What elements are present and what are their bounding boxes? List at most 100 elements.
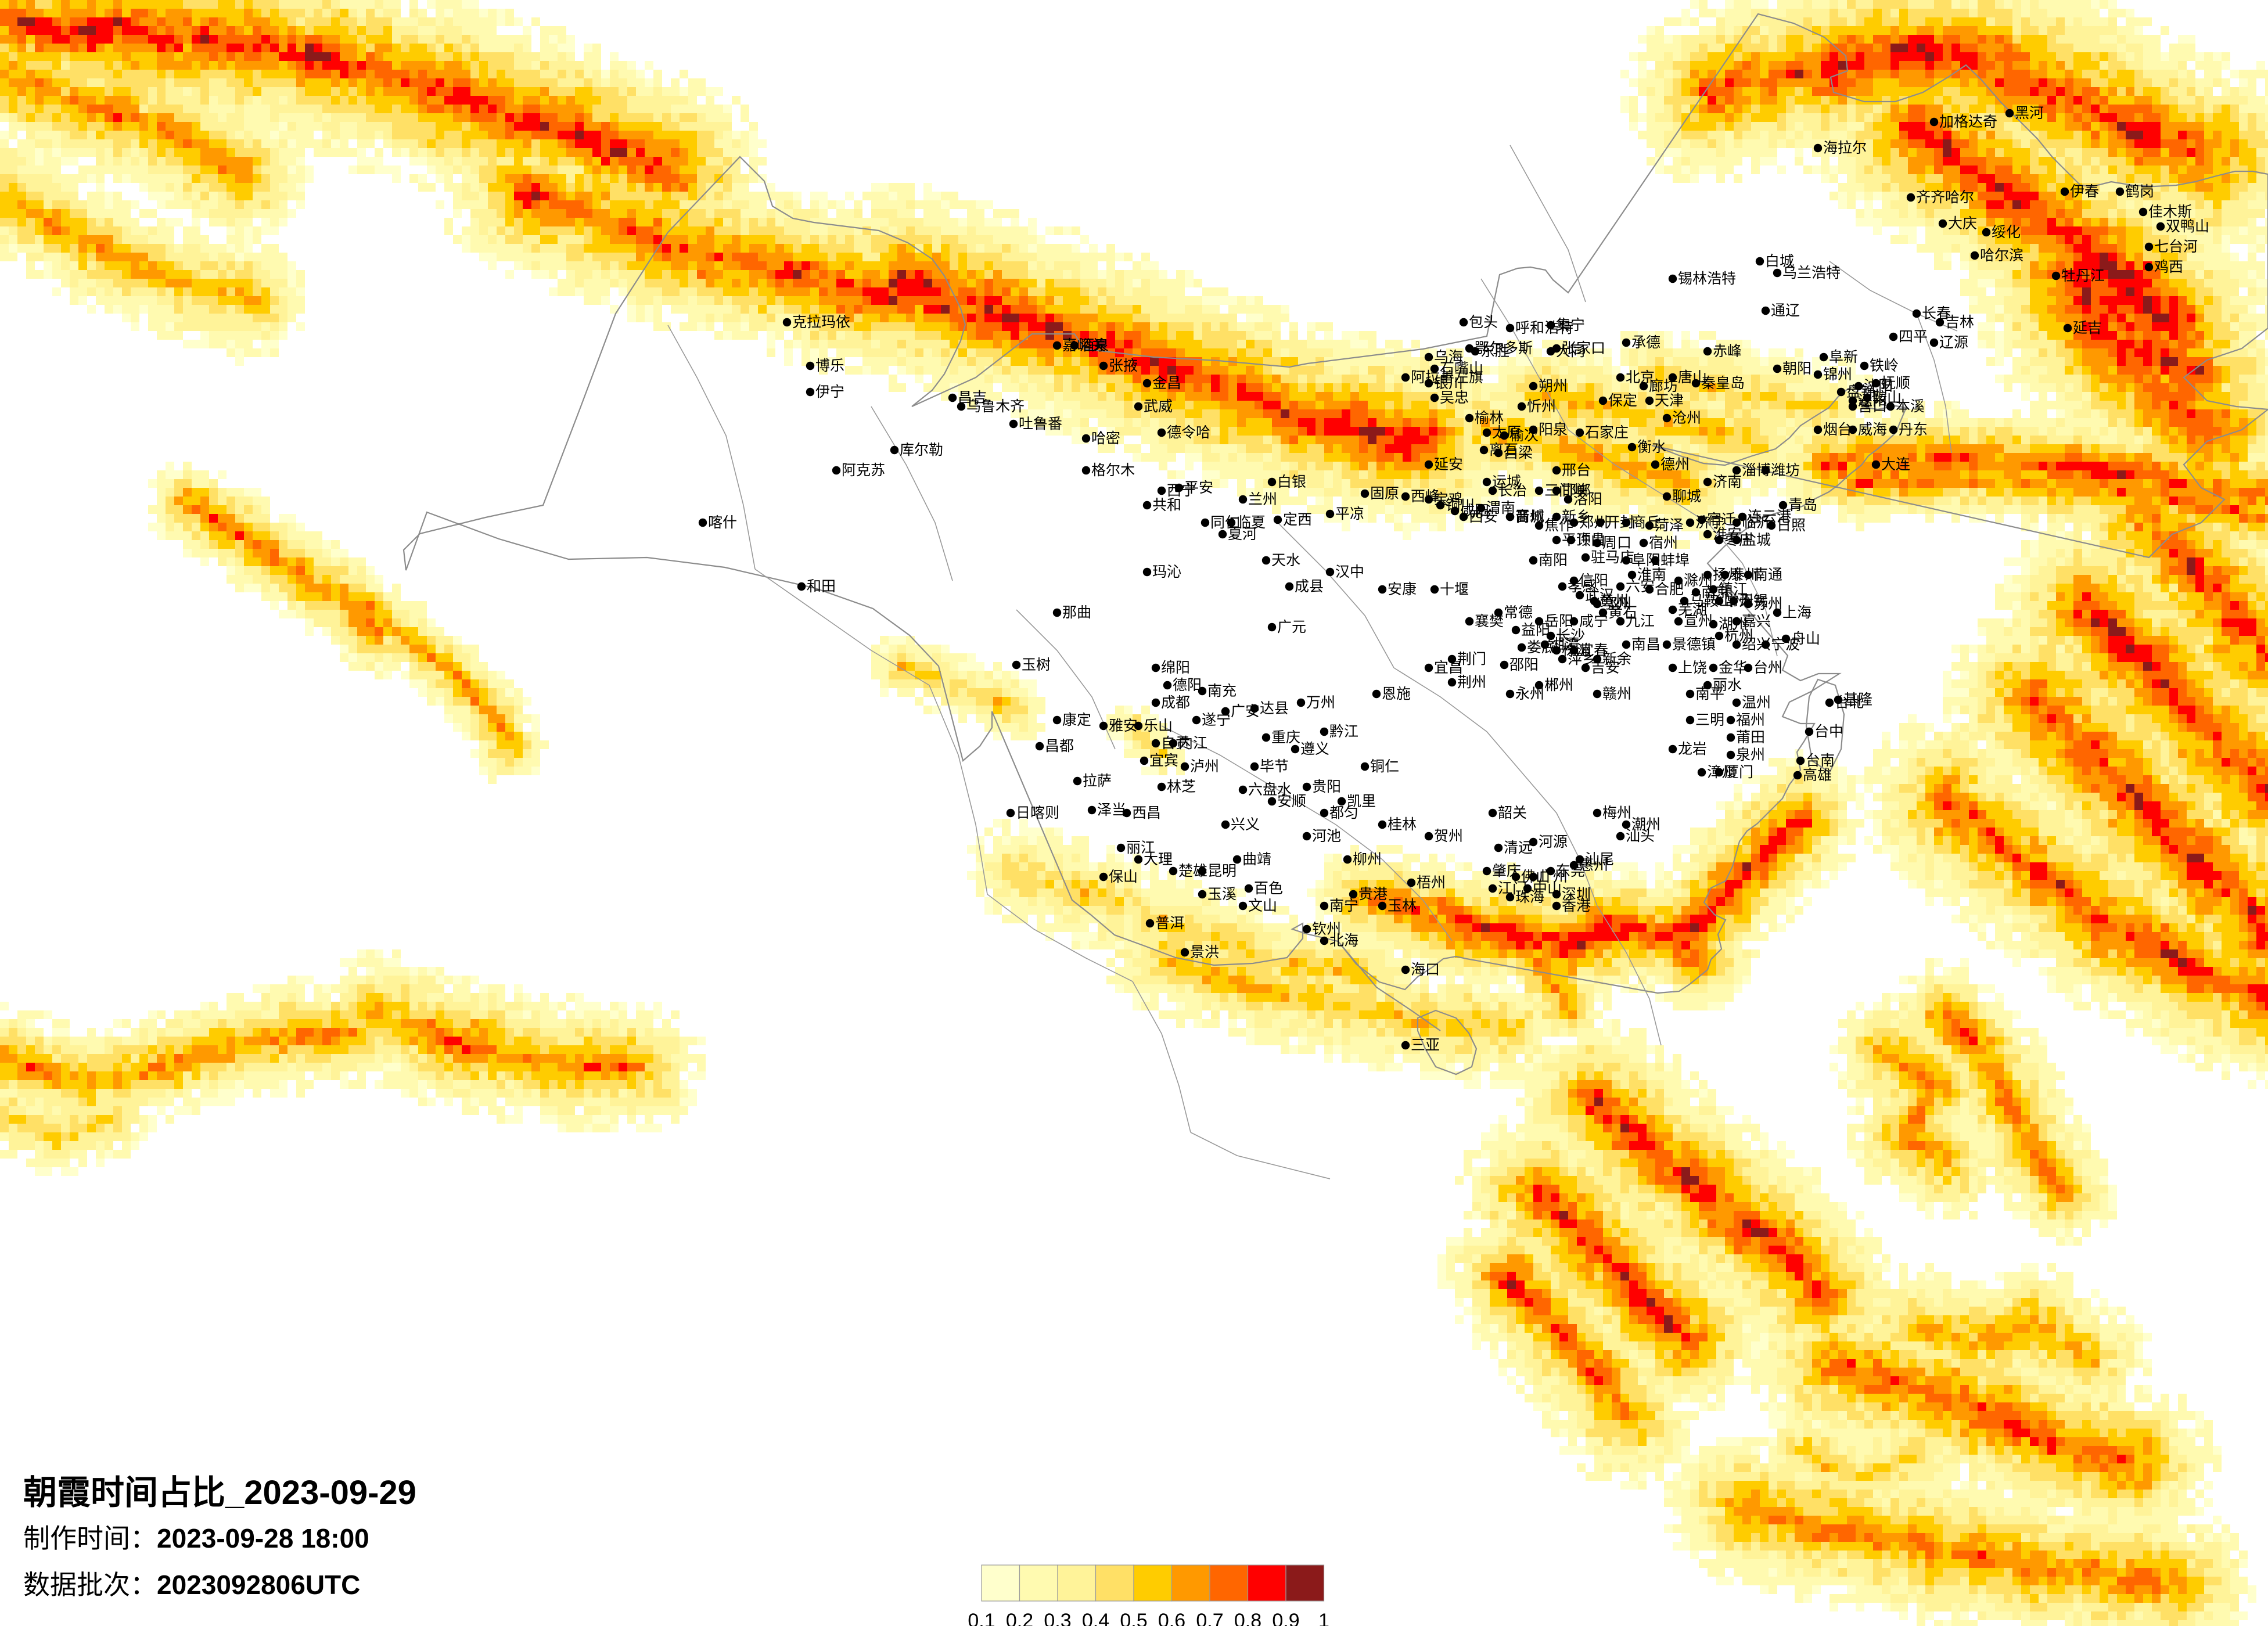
svg-text:毕节: 毕节 bbox=[1260, 758, 1289, 775]
svg-text:广安: 广安 bbox=[1231, 703, 1260, 720]
svg-text:朔州: 朔州 bbox=[1539, 378, 1568, 394]
svg-text:黔江: 黔江 bbox=[1329, 724, 1358, 740]
svg-text:达县: 达县 bbox=[1260, 700, 1289, 717]
svg-text:昌都: 昌都 bbox=[1045, 738, 1074, 754]
svg-text:宣州: 宣州 bbox=[1684, 613, 1713, 629]
svg-text:延安: 延安 bbox=[1434, 456, 1463, 473]
svg-text:文山: 文山 bbox=[1248, 898, 1277, 914]
svg-text:康定: 康定 bbox=[1062, 712, 1091, 728]
svg-text:白城: 白城 bbox=[1765, 253, 1794, 269]
svg-text:忻州: 忻州 bbox=[1527, 398, 1556, 415]
svg-text:柳州: 柳州 bbox=[1353, 851, 1382, 868]
svg-text:河源: 河源 bbox=[1539, 834, 1568, 850]
svg-text:0.6: 0.6 bbox=[1158, 1610, 1185, 1626]
svg-text:丽江: 丽江 bbox=[1126, 840, 1155, 856]
svg-text:萍乡: 萍乡 bbox=[1568, 651, 1597, 667]
svg-text:鹤岗: 鹤岗 bbox=[2125, 184, 2154, 200]
svg-text:哈密: 哈密 bbox=[1091, 430, 1120, 447]
svg-text:0.3: 0.3 bbox=[1044, 1610, 1071, 1626]
svg-text:南平: 南平 bbox=[1695, 686, 1724, 702]
svg-text:保山: 保山 bbox=[1109, 869, 1138, 885]
svg-text:景洪: 景洪 bbox=[1190, 944, 1219, 961]
svg-text:台州: 台州 bbox=[1753, 660, 1782, 676]
svg-text:邢台: 邢台 bbox=[1562, 462, 1591, 479]
svg-text:梧州: 梧州 bbox=[1417, 875, 1446, 891]
svg-text:吐鲁番: 吐鲁番 bbox=[1019, 416, 1062, 432]
svg-text:孝感: 孝感 bbox=[1568, 578, 1597, 595]
svg-text:宿州: 宿州 bbox=[1649, 535, 1678, 551]
svg-text:漳州: 漳州 bbox=[1707, 764, 1736, 780]
svg-text:锦州: 锦州 bbox=[1823, 366, 1852, 383]
svg-text:中山: 中山 bbox=[1533, 880, 1562, 897]
svg-text:武威: 武威 bbox=[1144, 398, 1173, 415]
svg-text:曲靖: 曲靖 bbox=[1242, 851, 1271, 868]
svg-text:延吉: 延吉 bbox=[2073, 320, 2102, 336]
svg-text:阜新: 阜新 bbox=[1829, 349, 1858, 365]
svg-text:那曲: 那曲 bbox=[1062, 605, 1091, 621]
svg-text:六盘水: 六盘水 bbox=[1248, 782, 1292, 798]
svg-text:阳泉: 阳泉 bbox=[1539, 422, 1568, 438]
svg-text:德州: 德州 bbox=[1660, 456, 1690, 473]
svg-text:重庆: 重庆 bbox=[1271, 729, 1300, 746]
svg-text:赤峰: 赤峰 bbox=[1713, 343, 1742, 359]
svg-text:荆门: 荆门 bbox=[1457, 651, 1486, 667]
svg-text:数据批次：2023092806UTC: 数据批次：2023092806UTC bbox=[23, 1570, 360, 1600]
svg-text:东胜: 东胜 bbox=[1480, 343, 1509, 359]
svg-text:榆林: 榆林 bbox=[1475, 410, 1504, 426]
svg-text:青岛: 青岛 bbox=[1788, 497, 1817, 513]
svg-text:赣州: 赣州 bbox=[1602, 686, 1631, 702]
svg-text:聊城: 聊城 bbox=[1672, 488, 1701, 505]
svg-text:常德: 常德 bbox=[1504, 605, 1533, 621]
svg-text:天津: 天津 bbox=[1655, 393, 1684, 409]
svg-text:沧州: 沧州 bbox=[1672, 410, 1701, 426]
svg-text:衡水: 衡水 bbox=[1637, 439, 1666, 455]
svg-text:泽当: 泽当 bbox=[1097, 802, 1126, 818]
svg-text:蚌埠: 蚌埠 bbox=[1660, 552, 1690, 569]
svg-text:齐齐哈尔: 齐齐哈尔 bbox=[1916, 189, 1974, 206]
svg-text:南阳: 南阳 bbox=[1539, 552, 1568, 569]
svg-text:七台河: 七台河 bbox=[2154, 239, 2198, 255]
svg-text:兴义: 兴义 bbox=[1231, 816, 1260, 833]
svg-text:楚雄: 楚雄 bbox=[1178, 863, 1207, 879]
svg-text:邵阳: 邵阳 bbox=[1509, 657, 1539, 673]
svg-text:南通: 南通 bbox=[1753, 567, 1782, 583]
svg-text:肇庆: 肇庆 bbox=[1492, 863, 1521, 879]
svg-text:连云港: 连云港 bbox=[1748, 509, 1791, 525]
svg-text:福州: 福州 bbox=[1736, 712, 1765, 728]
svg-text:台南: 台南 bbox=[1806, 753, 1835, 769]
svg-text:0.4: 0.4 bbox=[1082, 1610, 1109, 1626]
svg-text:克拉玛依: 克拉玛依 bbox=[792, 314, 850, 330]
svg-text:阿克苏: 阿克苏 bbox=[842, 462, 885, 479]
svg-text:泉州: 泉州 bbox=[1736, 747, 1765, 763]
svg-text:0.2: 0.2 bbox=[1006, 1610, 1033, 1626]
svg-text:酒泉: 酒泉 bbox=[1080, 337, 1109, 354]
svg-text:贵阳: 贵阳 bbox=[1312, 779, 1341, 795]
svg-text:大庆: 大庆 bbox=[1948, 215, 1977, 232]
svg-text:伊春: 伊春 bbox=[2070, 184, 2099, 200]
svg-text:潮州: 潮州 bbox=[1631, 816, 1660, 833]
svg-text:离石: 离石 bbox=[1489, 442, 1518, 458]
svg-text:0.9: 0.9 bbox=[1272, 1610, 1299, 1626]
svg-text:汕尾: 汕尾 bbox=[1585, 851, 1614, 868]
svg-text:襄樊: 襄樊 bbox=[1475, 613, 1504, 629]
svg-text:共和: 共和 bbox=[1152, 497, 1181, 513]
svg-text:阿拉善左旗: 阿拉善左旗 bbox=[1411, 369, 1483, 386]
svg-text:黄州: 黄州 bbox=[1600, 593, 1629, 609]
svg-text:金华: 金华 bbox=[1719, 660, 1748, 676]
svg-text:娄底: 娄底 bbox=[1527, 639, 1556, 656]
svg-text:安康: 安康 bbox=[1388, 581, 1417, 598]
svg-text:恩施: 恩施 bbox=[1382, 686, 1411, 702]
svg-text:昌吉: 昌吉 bbox=[958, 390, 987, 406]
svg-text:运城: 运城 bbox=[1492, 474, 1521, 490]
svg-text:遵义: 遵义 bbox=[1300, 741, 1329, 757]
svg-text:喀什: 喀什 bbox=[708, 515, 737, 531]
svg-text:香港: 香港 bbox=[1562, 898, 1591, 914]
svg-text:抚顺: 抚顺 bbox=[1881, 375, 1910, 391]
svg-text:拉萨: 拉萨 bbox=[1083, 773, 1112, 789]
svg-text:通辽: 通辽 bbox=[1771, 303, 1800, 319]
svg-text:威海: 威海 bbox=[1858, 422, 1887, 438]
svg-text:内江: 内江 bbox=[1178, 735, 1207, 751]
svg-text:百色: 百色 bbox=[1254, 880, 1283, 897]
svg-text:河池: 河池 bbox=[1312, 828, 1341, 844]
svg-text:丹东: 丹东 bbox=[1899, 422, 1928, 438]
